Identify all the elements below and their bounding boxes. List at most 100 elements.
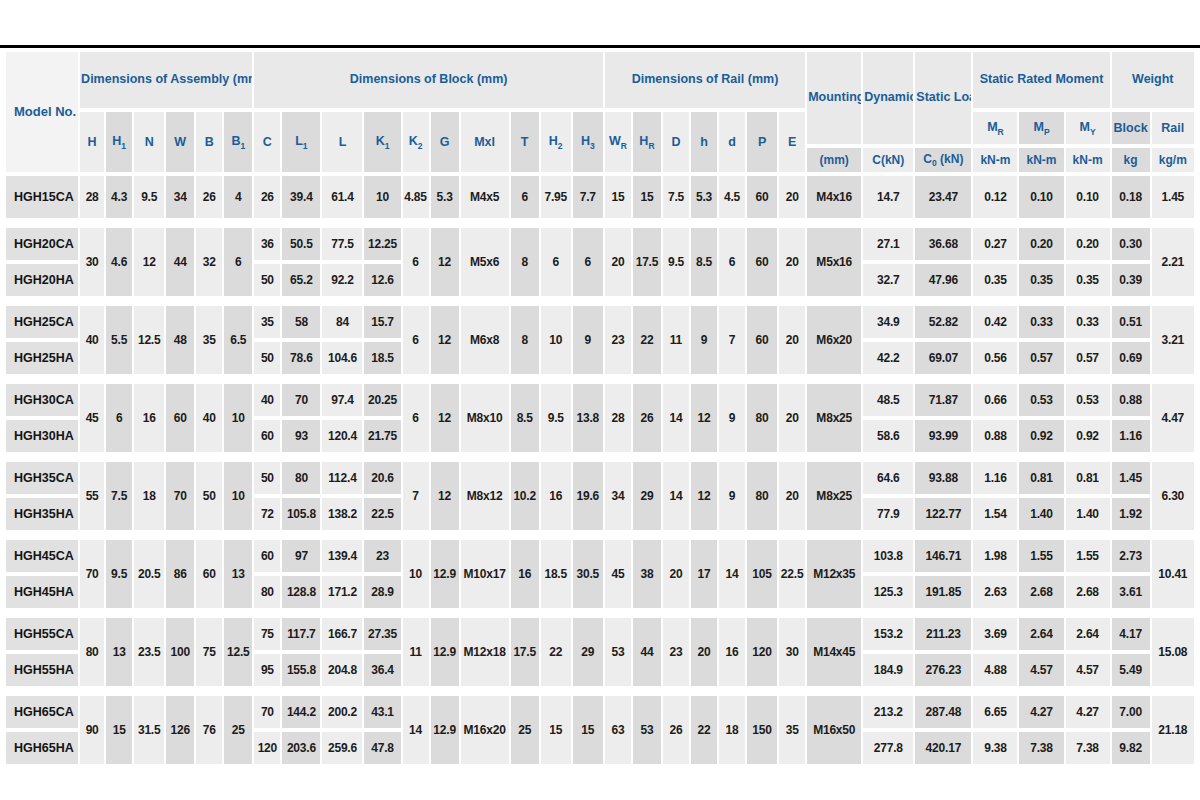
spec-cell: M10x17 — [461, 540, 509, 608]
spec-cell: 117.7 — [282, 618, 320, 650]
spec-cell: 23 — [364, 540, 400, 572]
spec-cell: 1.16 — [1112, 420, 1150, 452]
spec-cell: 34 — [166, 176, 194, 218]
spec-cell: 4.5 — [719, 176, 745, 218]
spec-cell: 15 — [541, 696, 571, 764]
spec-cell: 75 — [196, 618, 222, 686]
spec-cell: 23 — [663, 618, 689, 686]
spec-cell: 259.6 — [322, 732, 362, 764]
spec-cell: 166.7 — [322, 618, 362, 650]
spec-cell: 100 — [166, 618, 194, 686]
spec-cell: 2.68 — [1066, 576, 1110, 608]
spec-cell: 30.5 — [573, 540, 603, 608]
spec-cell: 9 — [691, 306, 717, 374]
col-header: H — [80, 112, 104, 172]
spec-cell: 5.3 — [691, 176, 717, 218]
spec-cell: 44 — [633, 618, 661, 686]
unit-header: kg — [1112, 148, 1150, 172]
spec-cell: 9 — [573, 306, 603, 374]
spec-cell: 84 — [322, 306, 362, 338]
spec-cell: 26 — [633, 384, 661, 452]
spec-cell: 72 — [254, 498, 280, 530]
spec-cell: 50 — [254, 342, 280, 374]
spec-cell: 92.2 — [322, 264, 362, 296]
spec-cell: 36 — [254, 228, 280, 260]
spec-cell: 2.64 — [1066, 618, 1110, 650]
spec-cell: 6 — [403, 306, 429, 374]
spec-cell: M8x25 — [807, 462, 861, 530]
spec-cell: 0.35 — [973, 264, 1017, 296]
spec-cell: 28 — [605, 384, 631, 452]
spec-cell: 16 — [134, 384, 164, 452]
col-header: h — [691, 112, 717, 172]
spec-cell: 14 — [719, 540, 745, 608]
group-spacer — [6, 222, 1194, 224]
spec-cell: 155.8 — [282, 654, 320, 686]
col-header: T — [511, 112, 539, 172]
spec-cell: 6 — [541, 228, 571, 296]
spec-cell: 0.88 — [1112, 384, 1150, 416]
spec-cell: 50 — [196, 462, 222, 530]
col-header: B1 — [224, 112, 252, 172]
spec-cell: 21.75 — [364, 420, 400, 452]
group-spacer — [6, 690, 1194, 692]
spec-cell: 34 — [605, 462, 631, 530]
spec-cell: 200.2 — [322, 696, 362, 728]
model-cell: HGH20CA — [6, 228, 78, 260]
spec-cell: 2.68 — [1019, 576, 1063, 608]
spec-cell: 80 — [747, 384, 777, 452]
spec-cell: 12.25 — [364, 228, 400, 260]
model-cell: HGH25HA — [6, 342, 78, 374]
spec-cell: 18.5 — [541, 540, 571, 608]
spec-cell: 71.87 — [915, 384, 971, 416]
spec-cell: M6x8 — [461, 306, 509, 374]
spec-cell: 4.88 — [973, 654, 1017, 686]
spec-cell: 105.8 — [282, 498, 320, 530]
spec-cell: 0.12 — [973, 176, 1017, 218]
spec-cell: 32.7 — [863, 264, 913, 296]
spec-cell: 0.20 — [1019, 228, 1063, 260]
spec-cell: 18.5 — [364, 342, 400, 374]
group-spacer — [6, 456, 1194, 458]
spec-cell: 144.2 — [282, 696, 320, 728]
spec-cell: 15 — [633, 176, 661, 218]
spec-cell: 17 — [691, 540, 717, 608]
col-header: Rail — [1152, 112, 1194, 144]
spec-cell: 22 — [541, 618, 571, 686]
spec-sheet-page: Model No. Dimensions of Assembly (mm) Di… — [0, 45, 1200, 800]
spec-cell: 16 — [719, 618, 745, 686]
spec-cell: 0.92 — [1066, 420, 1110, 452]
spec-cell: 0.81 — [1066, 462, 1110, 494]
group-header-row: Model No. Dimensions of Assembly (mm) Di… — [6, 52, 1194, 108]
spec-cell: 0.51 — [1112, 306, 1150, 338]
spec-cell: 15 — [605, 176, 631, 218]
spec-cell: M8x10 — [461, 384, 509, 452]
spec-cell: 0.10 — [1019, 176, 1063, 218]
spec-cell: 27.35 — [364, 618, 400, 650]
model-cell: HGH45CA — [6, 540, 78, 572]
spec-cell: 3.69 — [973, 618, 1017, 650]
table-row-hgh30ca: HGH30CA45616604010407097.420.25612M8x108… — [6, 384, 1194, 416]
spec-cell: M16x50 — [807, 696, 861, 764]
model-cell: HGH55HA — [6, 654, 78, 686]
model-cell: HGH15CA — [6, 176, 78, 218]
model-cell: HGH30HA — [6, 420, 78, 452]
spec-cell: 25 — [511, 696, 539, 764]
spec-cell: 8.5 — [691, 228, 717, 296]
spec-cell: 13 — [224, 540, 252, 608]
spec-cell: 184.9 — [863, 654, 913, 686]
spec-cell: 6 — [224, 228, 252, 296]
spec-cell: 6 — [106, 384, 132, 452]
table-header: Model No. Dimensions of Assembly (mm) Di… — [6, 52, 1194, 172]
col-header: P — [747, 112, 777, 172]
spec-cell: 28 — [80, 176, 104, 218]
spec-cell: 20.25 — [364, 384, 400, 416]
spec-cell: 26 — [254, 176, 280, 218]
spec-cell: 28.9 — [364, 576, 400, 608]
spec-cell: 60 — [254, 420, 280, 452]
spec-cell: 1.98 — [973, 540, 1017, 572]
spec-cell: 5.49 — [1112, 654, 1150, 686]
spec-cell: 1.45 — [1112, 462, 1150, 494]
unit-header: C(kN) — [863, 148, 913, 172]
spec-cell: 35 — [254, 306, 280, 338]
